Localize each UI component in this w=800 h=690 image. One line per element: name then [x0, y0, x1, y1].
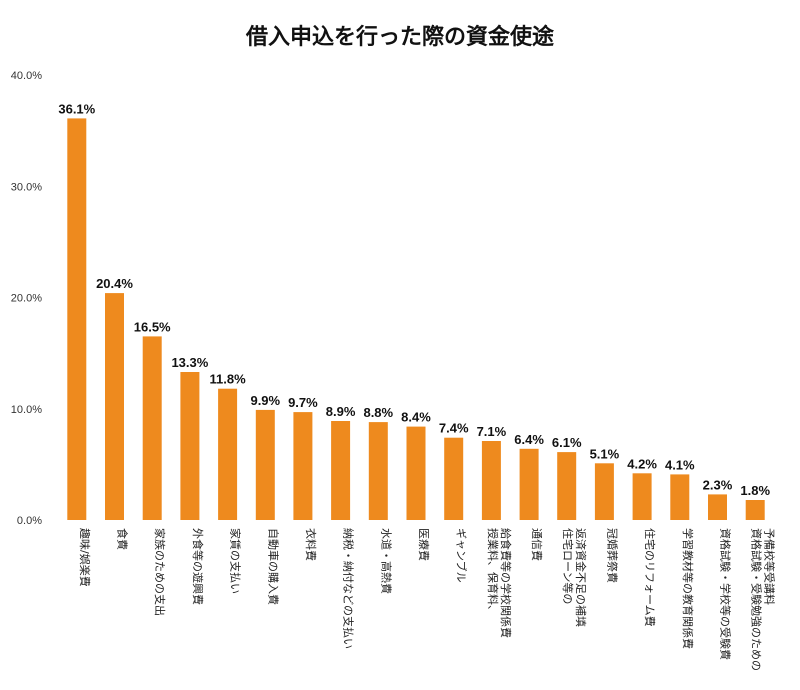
- category-label: 納税・納付などの支払い: [342, 528, 356, 649]
- bar-value-label: 13.3%: [171, 355, 208, 370]
- bar: [481, 441, 501, 520]
- bar-value-label: 2.3%: [703, 477, 733, 492]
- bar-value-label: 7.4%: [439, 421, 469, 436]
- category-label: 資格試験・学校等の受験費: [719, 528, 733, 660]
- bar-value-label: 9.9%: [250, 393, 280, 408]
- bar-value-label: 16.5%: [134, 319, 171, 334]
- y-tick-label: 40.0%: [11, 70, 42, 82]
- category-label: ギャンブル: [455, 528, 469, 583]
- category-label: 自動車の購入費: [266, 528, 280, 605]
- bar-value-label: 20.4%: [96, 276, 133, 291]
- bar: [105, 293, 124, 520]
- bar: [331, 421, 351, 520]
- bar: [406, 426, 426, 520]
- category-label: 授業料、保育料、: [486, 528, 500, 616]
- category-label: 趣味/娯楽費: [78, 528, 92, 587]
- category-labels: 趣味/娯楽費 食費 家族のための支出 外食等の遊興費 家賃の支払い 自動車の購入費 衣料費 納…: [78, 528, 777, 671]
- bar-value-label: 6.4%: [514, 432, 544, 447]
- category-label: 家賃の支払い: [229, 528, 243, 594]
- bar: [557, 452, 577, 520]
- bar-value-label: 6.1%: [552, 435, 582, 450]
- bar-value-label: 8.8%: [363, 405, 393, 420]
- bar: [218, 388, 238, 520]
- bar-value-label: 4.1%: [665, 457, 695, 472]
- category-label: 学習教材等の教育関係費: [681, 528, 695, 649]
- category-label: 給食費等の学校関係費: [499, 528, 513, 638]
- bar-value-label: 9.7%: [288, 395, 318, 410]
- bar-value-label: 8.4%: [401, 410, 431, 425]
- bar-value-label: 36.1%: [58, 101, 95, 116]
- category-label: 資格試験・受験勉強のための: [750, 528, 764, 671]
- chart-title: 借入申込を行った際の資金使途: [245, 24, 555, 50]
- category-label: 予備校等受講料: [763, 528, 777, 605]
- bars: [67, 118, 765, 521]
- bar: [444, 437, 464, 520]
- bar: [519, 448, 539, 520]
- y-tick-label: 20.0%: [11, 293, 42, 305]
- category-label: 返済資金不足の補填: [574, 528, 588, 627]
- bar: [255, 409, 275, 520]
- bar: [632, 473, 652, 520]
- y-tick-label: 30.0%: [11, 181, 42, 193]
- category-label: 外食等の遊興費: [191, 528, 205, 605]
- bar-value-label: 4.2%: [627, 456, 657, 471]
- bar: [594, 463, 614, 520]
- bar-value-label: 1.8%: [740, 483, 770, 498]
- bar-value-label: 11.8%: [210, 372, 247, 387]
- bar: [745, 500, 765, 520]
- category-label: 住宅ローン等の: [561, 528, 575, 604]
- category-label: 水道・高熱費: [379, 528, 393, 594]
- y-axis: 0.0% 10.0% 20.0% 30.0% 40.0%: [11, 70, 42, 527]
- y-tick-label: 10.0%: [11, 404, 42, 416]
- y-tick-label: 0.0%: [17, 515, 42, 527]
- bar: [67, 118, 87, 521]
- category-label: 冠婚葬祭費: [605, 528, 619, 583]
- bar: [368, 422, 388, 520]
- bar-value-label: 5.1%: [590, 446, 620, 461]
- category-label: 食費: [116, 528, 130, 550]
- category-label: 住宅のリフォーム費: [643, 528, 657, 627]
- bar: [708, 494, 727, 520]
- bar: [142, 336, 162, 520]
- value-labels: 36.1% 20.4% 16.5% 13.3%11.8%9.9% 9.7% 8.9% 8.8…: [58, 101, 770, 498]
- bar: [670, 474, 690, 520]
- category-label: 家族のための支出: [153, 528, 167, 616]
- category-label: 通信費: [530, 528, 544, 561]
- bar-value-label: 7.1%: [477, 424, 507, 439]
- category-label: 医療費: [417, 528, 431, 561]
- bar-value-label: 8.9%: [326, 404, 356, 419]
- bar: [293, 412, 313, 520]
- category-label: 衣料費: [304, 528, 318, 561]
- bar: [180, 372, 200, 520]
